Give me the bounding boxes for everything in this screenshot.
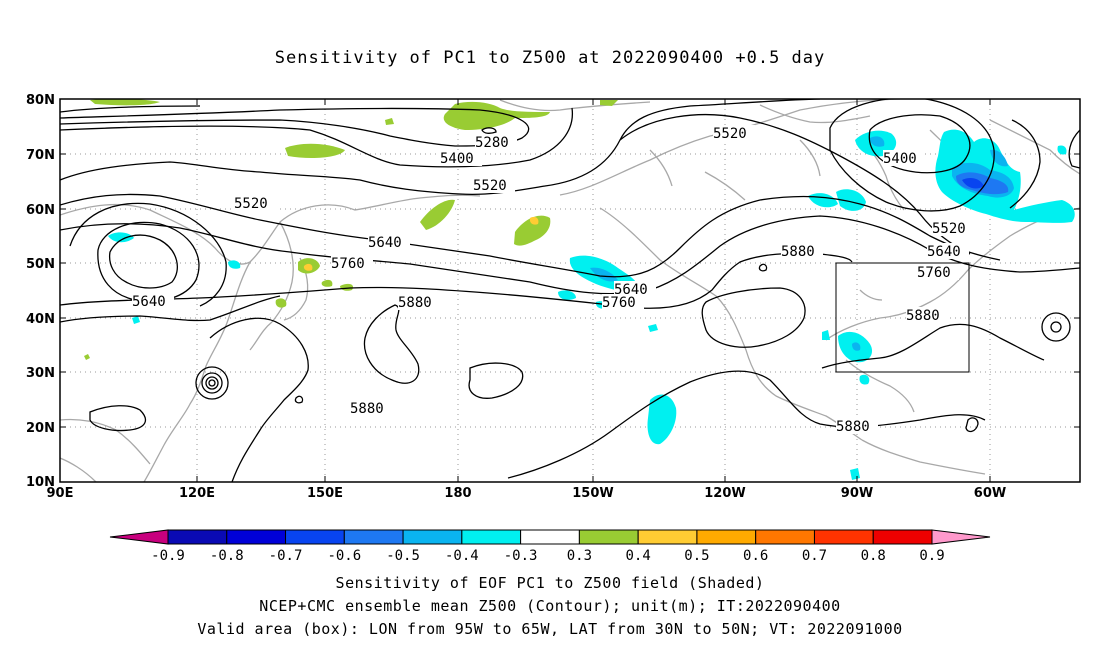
lon-label: 150E <box>307 486 343 501</box>
map-frame <box>59 98 1081 483</box>
colorbar-label: 0.3 <box>567 548 592 564</box>
colorbar-label: 0.8 <box>861 548 886 564</box>
colorbar-label: -0.8 <box>210 548 244 564</box>
lat-label: 20N <box>26 421 55 436</box>
colorbar-label: -0.3 <box>504 548 538 564</box>
contour-label: 5880 <box>906 308 940 324</box>
contour-label: 5880 <box>781 244 815 260</box>
colorbar-swatch <box>402 529 463 545</box>
contour-label: 5760 <box>917 265 951 281</box>
contour-label: 5520 <box>713 126 747 142</box>
contour-label: 5880 <box>836 419 870 435</box>
colorbar-label: 0.5 <box>684 548 709 564</box>
colorbar-swatch <box>461 529 522 545</box>
lon-label: 90W <box>841 486 873 501</box>
colorbar-swatch <box>226 529 287 545</box>
contour-label: 5880 <box>350 401 384 417</box>
contour-label: 5640 <box>132 294 166 310</box>
lat-label: 40N <box>26 312 55 327</box>
longitude-labels: 90E 120E 150E 180 150W 120W 90W 60W <box>47 486 1007 501</box>
colorbar-swatch <box>696 529 757 545</box>
colorbar-label: -0.5 <box>386 548 420 564</box>
colorbar-swatch <box>167 529 228 545</box>
contour-label: 5400 <box>883 151 917 167</box>
colorbar-label: 0.4 <box>626 548 651 564</box>
colorbar-swatch <box>755 529 815 545</box>
valid-area-box <box>835 262 970 373</box>
coastlines <box>60 99 1080 482</box>
lat-label: 70N <box>26 148 55 163</box>
lon-label: 150W <box>572 486 613 501</box>
contour-label: 5640 <box>927 244 961 260</box>
contour-label: 5640 <box>614 282 648 298</box>
lat-label: 80N <box>26 93 55 108</box>
caption-valid-area: Valid area (box): LON from 95W to 65W, L… <box>197 620 903 638</box>
colorbar-swatch <box>872 529 933 545</box>
contour-label: 5640 <box>368 235 402 251</box>
lon-label: 120E <box>179 486 215 501</box>
lat-label: 30N <box>26 366 55 381</box>
contour-label: 5280 <box>475 135 509 151</box>
colorbar-label: -0.4 <box>445 548 479 564</box>
colorbar-low-arrow <box>109 529 169 545</box>
lon-label: 60W <box>974 486 1006 501</box>
lat-label: 50N <box>26 257 55 272</box>
axis-ticks <box>60 99 1080 482</box>
latitude-labels: 80N 70N 60N 50N 40N 30N 20N 10N <box>26 93 55 490</box>
colorbar-label: -0.7 <box>269 548 303 564</box>
contour-label: 5520 <box>234 196 268 212</box>
colorbar-swatch <box>578 529 639 545</box>
colorbar-swatch <box>343 529 404 545</box>
colorbar-label: -0.9 <box>151 548 185 564</box>
colorbar-label: -0.6 <box>327 548 361 564</box>
contour-labels: 5280 5400 5520 5520 5520 5400 5640 5760 … <box>132 125 974 435</box>
colorbar-swatch <box>285 529 345 545</box>
contour-label: 5520 <box>473 178 507 194</box>
chart-title: Sensitivity of PC1 to Z500 at 2022090400… <box>274 48 826 68</box>
colorbar: -0.9 -0.8 -0.7 -0.6 -0.5 -0.4 -0.3 0.3 0.4 0.5 0.6… <box>109 529 991 564</box>
lon-label: 120W <box>704 486 745 501</box>
lon-label: 90E <box>47 486 74 501</box>
colorbar-swatch <box>520 529 580 545</box>
colorbar-label: 0.9 <box>919 548 944 564</box>
contour-label: 5880 <box>398 295 432 311</box>
colorbar-swatch <box>637 529 698 545</box>
contour-label: 5520 <box>932 221 966 237</box>
colorbar-swatch <box>813 529 874 545</box>
colorbar-high-arrow <box>931 529 991 545</box>
lat-label: 60N <box>26 203 55 218</box>
contour-label: 5760 <box>331 256 365 272</box>
caption-contour: NCEP+CMC ensemble mean Z500 (Contour); u… <box>259 597 841 615</box>
colorbar-label: 0.7 <box>802 548 827 564</box>
caption-shaded: Sensitivity of EOF PC1 to Z500 field (Sh… <box>335 574 765 592</box>
contour-label: 5760 <box>602 295 636 311</box>
lon-label: 180 <box>444 486 471 501</box>
contour-label: 5400 <box>440 151 474 167</box>
colorbar-label: 0.6 <box>743 548 768 564</box>
lat-label: 10N <box>26 475 55 490</box>
